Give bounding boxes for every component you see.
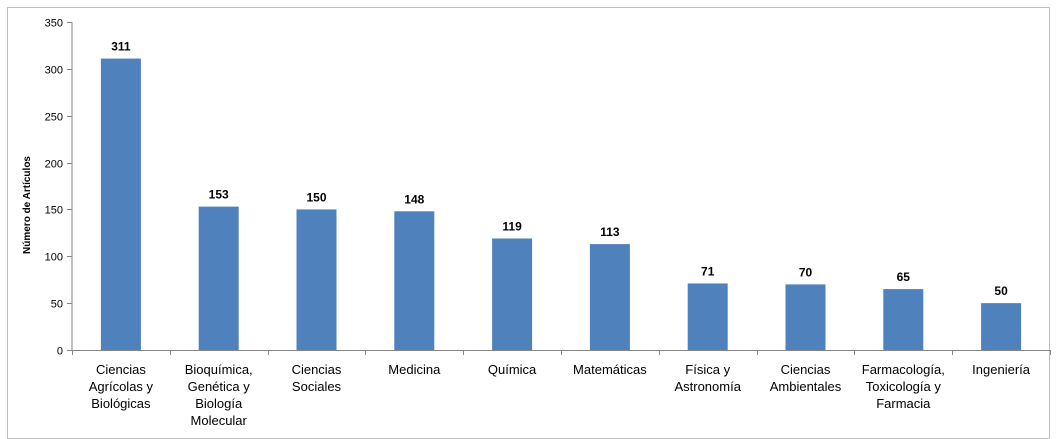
bar <box>100 58 141 350</box>
y-tick-label: 0 <box>57 346 63 358</box>
data-label: 71 <box>701 264 715 278</box>
y-tick-label: 200 <box>45 159 63 171</box>
bar <box>883 289 924 350</box>
bar <box>687 283 728 350</box>
bar <box>785 284 826 350</box>
bar <box>296 209 337 350</box>
category-label: Ciencias Sociales <box>292 362 342 394</box>
data-label: 311 <box>111 40 131 54</box>
category-label: Farmacología, Toxicología y Farmacia <box>862 362 945 411</box>
x-axis <box>72 350 1051 355</box>
category-labels: Ciencias Agrícolas y Biológicas Bioquímica,… <box>89 362 1031 428</box>
data-label: 65 <box>897 270 911 284</box>
category-label: Ciencias Ambientales <box>770 362 842 394</box>
bar <box>981 303 1022 350</box>
y-tick-label: 150 <box>45 205 63 217</box>
y-tick-label: 350 <box>45 18 63 30</box>
data-label: 150 <box>306 190 326 204</box>
data-label: 113 <box>600 225 620 239</box>
y-tick-label: 100 <box>45 252 63 264</box>
category-label: Medicina <box>388 362 441 377</box>
y-axis-title: Número de Artículos <box>22 156 33 254</box>
category-label: Ciencias Agrícolas y Biológicas <box>89 362 154 411</box>
bars <box>100 58 1022 350</box>
chart-frame <box>7 7 1050 439</box>
y-tick-label: 250 <box>45 112 63 124</box>
y-axis: 0 50 100 150 200 250 300 350 <box>45 18 73 358</box>
data-label: 50 <box>994 284 1008 298</box>
bar <box>589 244 630 350</box>
bar <box>492 238 533 350</box>
y-tick-label: 300 <box>45 65 63 77</box>
y-tick-label: 50 <box>51 299 63 311</box>
category-label: Física y Astronomía <box>674 362 741 394</box>
category-label: Matemáticas <box>573 362 647 377</box>
category-label: Bioquímica, Genética y Biología Molecular <box>185 362 253 428</box>
data-label: 70 <box>799 265 813 279</box>
category-label: Ingeniería <box>972 362 1031 377</box>
bar <box>198 206 239 350</box>
data-label: 119 <box>502 219 522 233</box>
data-label: 148 <box>404 192 424 206</box>
data-label: 153 <box>209 188 229 202</box>
data-labels: 311 153 150 148 119 113 71 70 65 50 <box>111 40 1008 299</box>
bar <box>394 211 435 350</box>
category-label: Química <box>488 362 537 377</box>
